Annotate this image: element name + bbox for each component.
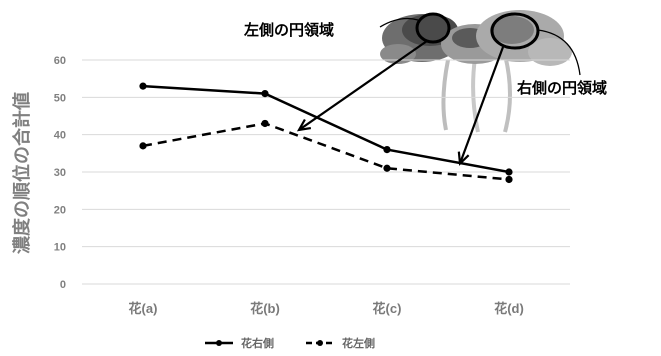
data-point (261, 119, 269, 128)
legend: 花右側 花左側 (205, 336, 375, 350)
annotation-left-circle: 左側の円領域 (243, 21, 334, 39)
y-tick-label: 50 (54, 92, 66, 104)
arrow-left-circle (296, 40, 428, 132)
y-tick-label: 0 (60, 279, 66, 291)
y-tick-label: 60 (54, 55, 66, 67)
annotation-arrows (296, 40, 505, 166)
data-point (505, 168, 513, 176)
annotation-right-circle: 右側の円領域 (517, 79, 607, 97)
y-tick-label: 10 (54, 242, 66, 254)
data-series (139, 82, 513, 184)
category-label: 花(c) (373, 301, 402, 316)
x-axis-categories: 花(a) 花(b) 花(c) 花(d) (129, 301, 524, 316)
right-circle-marker (490, 12, 540, 50)
flower-photo-inset (380, 8, 572, 136)
y-axis-label: 濃度の順位の合計値 (11, 92, 32, 254)
category-label: 花(a) (129, 301, 158, 316)
data-point (139, 82, 147, 90)
y-tick-label: 40 (54, 130, 66, 142)
series-line-1 (142, 84, 510, 174)
y-tick-label: 30 (54, 167, 66, 179)
left-circle-marker (415, 12, 451, 44)
annotation-shapes (379, 12, 581, 76)
series-line-2 (142, 122, 510, 181)
legend-label: 花右側 (241, 336, 274, 350)
legend-marker (216, 340, 222, 346)
legend-label: 花左側 (342, 336, 375, 350)
y-axis-ticks: 0 10 20 30 40 50 60 (54, 55, 66, 291)
data-point (139, 142, 147, 150)
category-label: 花(d) (494, 301, 524, 316)
gridlines (82, 59, 570, 285)
category-label: 花(b) (250, 301, 280, 316)
data-point (261, 90, 269, 98)
data-point (383, 164, 391, 172)
data-point (505, 175, 513, 184)
legend-marker (317, 340, 323, 346)
data-point (383, 146, 391, 154)
y-tick-label: 20 (54, 204, 66, 216)
arrow-right-circle (457, 46, 505, 166)
